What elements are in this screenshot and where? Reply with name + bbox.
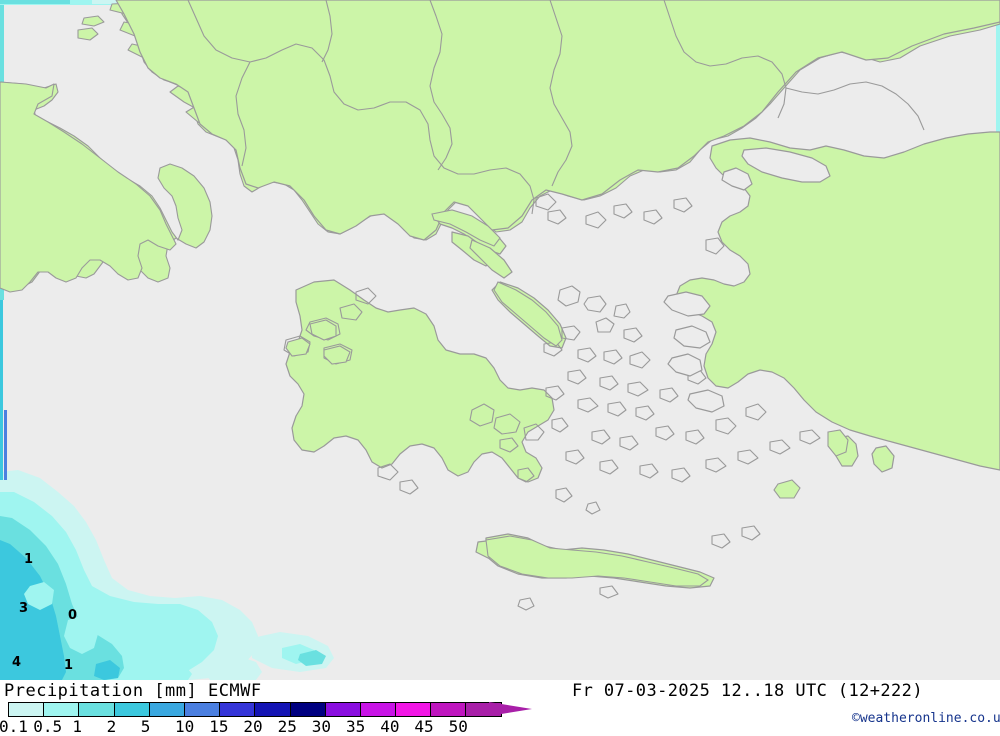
weather-map-panel[interactable]: 1 3 0 4 1 <box>0 0 1000 680</box>
map-canvas <box>0 0 1000 680</box>
colorbar-tick-45: 45 <box>414 717 434 736</box>
colorbar-tick-40: 40 <box>380 717 400 736</box>
colorbar-cell-4 <box>148 703 184 716</box>
colorbar-tick-5: 5 <box>140 717 151 736</box>
colorbar-cell-11 <box>395 703 431 716</box>
copyright-label: ©weatheronline.co.uk <box>852 711 1000 726</box>
colorbar[interactable] <box>8 702 502 717</box>
country-borders <box>187 0 925 215</box>
colorbar-tick-1: 1 <box>72 717 83 736</box>
contour-label: 4 <box>12 655 22 670</box>
colorbar-cell-5 <box>183 703 220 716</box>
anatolia <box>663 131 1000 471</box>
legend-strip: Precipitation [mm] ECMWF 0.1 0.5 1 2 5 10 15 20… <box>0 680 1000 736</box>
colorbar-tick-2: 2 <box>106 717 117 736</box>
colorbar-tick-10: 10 <box>175 717 195 736</box>
colorbar-tick-labels: 0.1 0.5 1 2 5 10 15 20 25 30 35 40 45 50 <box>0 717 540 736</box>
colorbar-tick-30: 30 <box>311 717 332 736</box>
contour-label: 3 <box>19 601 29 616</box>
colorbar-cell-1 <box>43 703 79 716</box>
colorbar-tick-20: 20 <box>243 717 263 736</box>
coastline-layer <box>0 81 177 293</box>
colorbar-tick-0.1: 0.1 <box>0 717 28 736</box>
colorbar-tick-35: 35 <box>346 717 366 736</box>
colorbar-cell-10 <box>359 703 396 716</box>
contour-label: 1 <box>24 552 34 567</box>
colorbar-cell-9 <box>324 703 360 716</box>
colorbar-cell-6 <box>219 703 255 716</box>
colorbar-tick-15: 15 <box>209 717 229 736</box>
colorbar-tick-0.5: 0.5 <box>33 717 63 736</box>
contour-label: 1 <box>64 658 74 673</box>
colorbar-tick-50: 50 <box>448 717 468 736</box>
colorbar-cell-0 <box>9 703 44 716</box>
colorbar-overflow-arrow <box>489 702 532 716</box>
colorbar-cell-3 <box>113 703 149 716</box>
colorbar-tick-25: 25 <box>277 717 297 736</box>
colorbar-cell-12 <box>430 703 466 716</box>
colorbar-cell-7 <box>254 703 290 716</box>
contour-label: 0 <box>68 608 78 623</box>
colorbar-cell-2 <box>78 703 114 716</box>
colorbar-cell-8 <box>289 703 325 716</box>
valid-time-label: Fr 07-03-2025 12..18 UTC (12+222) <box>572 681 923 701</box>
green-islands <box>285 209 849 587</box>
geography <box>115 0 1000 589</box>
legend-title: Precipitation [mm] ECMWF <box>4 681 262 701</box>
